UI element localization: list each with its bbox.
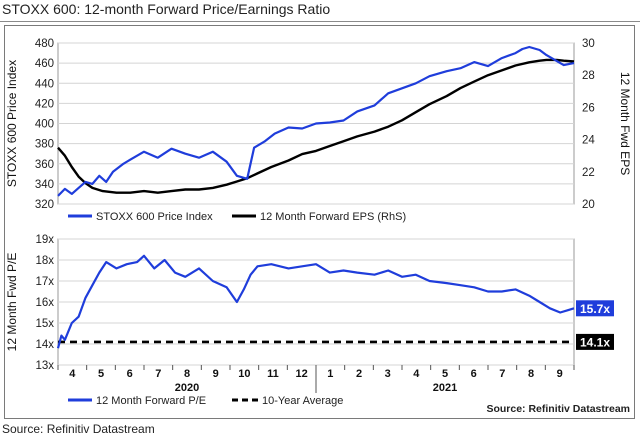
pe-x-tick-label: 5 [98,368,104,380]
page-title: STOXX 600: 12-month Forward Price/Earnin… [2,1,331,17]
legend-pe-label: 12 Month Forward P/E [96,395,206,407]
price-y-tick-label: 400 [35,119,54,131]
price-y-tick-label: 460 [35,58,54,70]
eps-y-tick-label: 26 [582,102,595,114]
eps-y-tick-label: 22 [582,167,595,179]
eps-y-tick-label: 28 [582,70,595,82]
pe-end-label-box [576,300,614,317]
pe-x-tick-label: 1 [327,368,333,380]
eps-y-tick-label: 30 [582,38,595,50]
pe-x-tick-label: 4 [413,368,420,380]
pe-x-tick-label: 11 [267,368,279,380]
pe-x-tick-label: 8 [528,368,534,380]
price-y-tick-label: 480 [35,38,54,50]
average-end-label: 14.1x [580,335,610,349]
pe-x-tick-label: 7 [155,368,161,380]
price-y-tick-label: 420 [35,98,54,110]
legend-price-label: STOXX 600 Price Index [96,211,213,223]
legend-average-label: 10-Year Average [262,395,343,407]
price-y-tick-label: 360 [35,159,54,171]
legend-eps-label: 12 Month Forward EPS (RhS) [260,211,406,223]
chart-source-note: Source: Refinitiv Datastream [486,403,630,415]
eps-y-axis-title: 12 Month Fwd EPS [618,72,632,175]
pe-x-tick-label: 10 [238,368,250,380]
title-divider [0,21,640,22]
pe-y-axis-title: 12 Month Fwd P/E [5,253,19,352]
pe-end-label: 15.7x [580,302,610,316]
pe-x-tick-label: 9 [213,368,219,380]
pe-x-tick-label: 5 [442,368,448,380]
pe-x-tick-label: 2 [356,368,362,380]
pe-x-tick-label: 12 [296,368,308,380]
pe-x-tick-label: 3 [385,368,391,380]
eps-y-tick-label: 20 [582,199,595,211]
pe-x-tick-label: 9 [557,368,563,380]
price-y-tick-label: 340 [35,179,54,191]
price-y-tick-label: 440 [35,78,54,90]
pe-y-tick-label: 14x [35,339,54,351]
pe-year-label-2021: 2021 [433,382,457,394]
average-end-label-box [576,333,614,350]
pe-line [56,254,575,349]
pe-y-tick-label: 19x [35,234,54,246]
eps-line [57,58,575,194]
price-line [57,45,575,197]
pe-y-tick-label: 18x [35,255,54,267]
eps-y-tick-label: 24 [582,135,595,147]
price-y-tick-label: 380 [35,139,54,151]
chart-frame [4,25,635,419]
price-y-axis-title: STOXX 600 Price Index [5,60,19,187]
pe-x-tick-label: 6 [471,368,477,380]
pe-y-tick-label: 15x [35,318,54,330]
pe-x-tick-label: 6 [127,368,133,380]
pe-x-tick-label: 4 [69,368,76,380]
pe-y-tick-label: 17x [35,276,54,288]
pe-y-tick-label: 13x [35,360,54,372]
pe-x-tick-label: 8 [184,368,190,380]
price-y-tick-label: 320 [35,199,54,211]
pe-y-tick-label: 16x [35,297,54,309]
source-footer: Source: Refinitiv Datastream [2,422,155,436]
pe-x-tick-label: 7 [499,368,505,380]
pe-year-label-2020: 2020 [175,382,199,394]
